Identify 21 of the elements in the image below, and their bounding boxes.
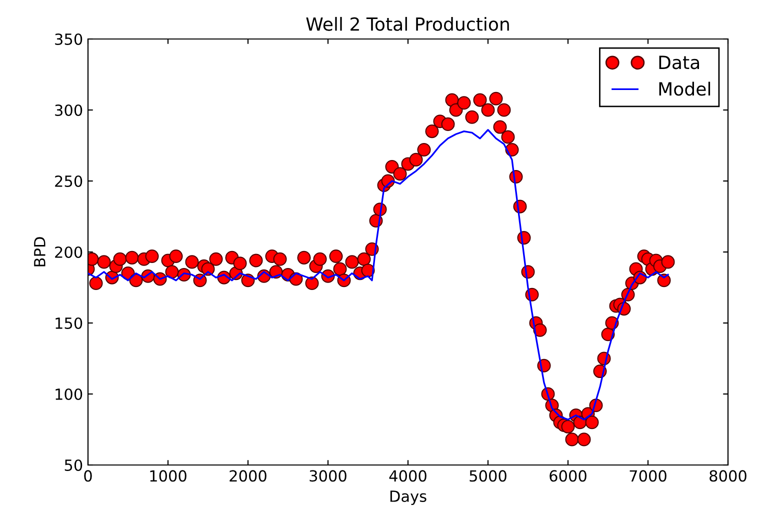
- x-tick-label: 3000: [310, 470, 346, 482]
- x-tick-label: 6000: [550, 470, 586, 482]
- x-tick-label: 5000: [470, 470, 506, 482]
- chart-title: Well 2 Total Production: [306, 16, 509, 31]
- x-tick-label: 1000: [150, 470, 186, 482]
- y-tick-label: 100: [56, 388, 82, 400]
- x-tick-label: 2000: [230, 470, 266, 482]
- x-tick-label: 4000: [389, 470, 426, 482]
- y-axis-title: BPD: [34, 237, 46, 266]
- y-tick-label: 50: [64, 459, 82, 472]
- legend-label: Model: [659, 82, 710, 96]
- x-tick-label: 7000: [630, 470, 666, 482]
- y-tick-label: 250: [55, 175, 82, 188]
- y-tick-label: 200: [55, 246, 82, 258]
- y-tick-label: 300: [55, 104, 82, 116]
- x-tick-label: 0: [84, 470, 92, 482]
- x-tick-label: 8000: [710, 470, 746, 482]
- y-tick-label: 350: [55, 33, 82, 46]
- legend-label: Data: [659, 56, 700, 70]
- x-axis-title: Days: [390, 490, 426, 505]
- y-tick-label: 150: [56, 317, 82, 330]
